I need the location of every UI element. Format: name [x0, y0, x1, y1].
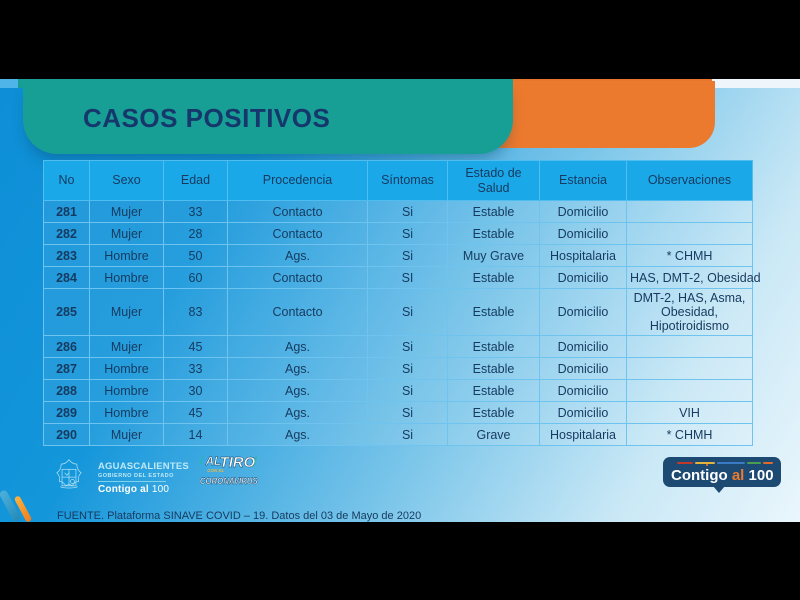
svg-text:TIRO: TIRO	[220, 455, 256, 471]
svg-text:CORONAVIRUS: CORONAVIRUS	[200, 476, 258, 486]
svg-text:CON EL: CON EL	[207, 468, 224, 473]
svg-text:AL: AL	[205, 456, 221, 468]
svg-text:!: !	[254, 456, 258, 468]
svg-text:¡: ¡	[200, 454, 204, 466]
